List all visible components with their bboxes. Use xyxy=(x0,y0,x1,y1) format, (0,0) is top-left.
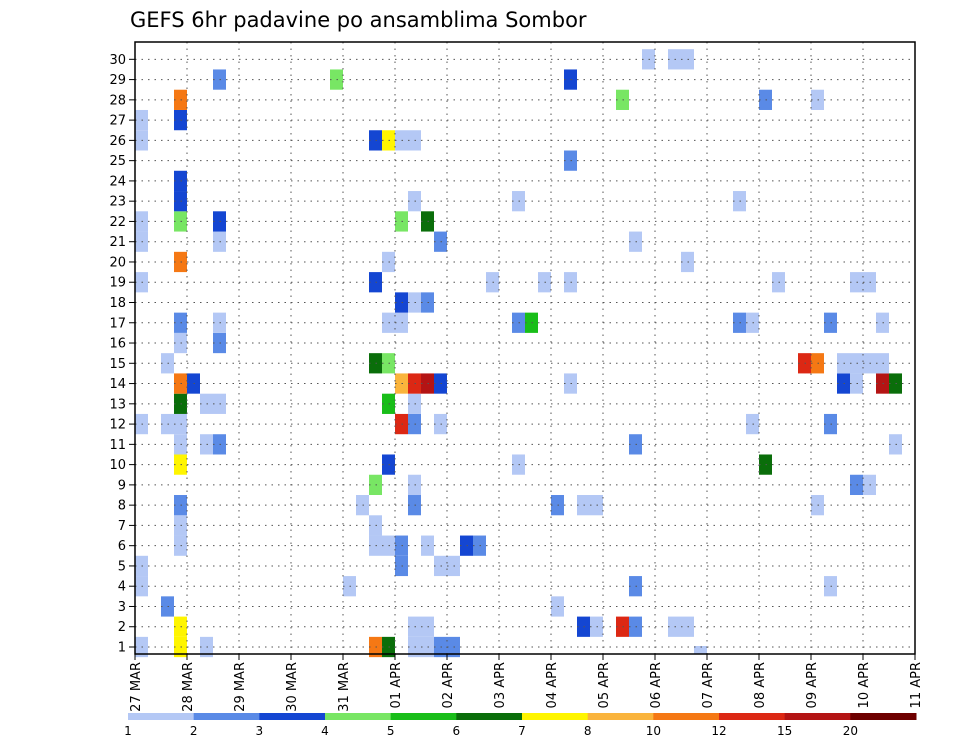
y-axis-ticks: 1234567891011121314151617181920212223242… xyxy=(109,53,135,656)
y-tick-label: 3 xyxy=(118,600,126,615)
x-tick-label: 04 APR xyxy=(545,662,560,708)
legend-swatch xyxy=(390,713,457,720)
y-tick-label: 17 xyxy=(109,316,126,331)
y-tick-label: 19 xyxy=(109,276,126,291)
heatmap-cell xyxy=(694,646,707,654)
x-tick-label: 28 MAR xyxy=(181,662,196,712)
legend-swatch xyxy=(653,713,720,720)
x-tick-label: 08 APR xyxy=(753,662,768,708)
y-tick-label: 27 xyxy=(109,114,126,129)
legend-label: 6 xyxy=(453,724,461,738)
legend-label: 12 xyxy=(711,724,726,738)
chart-title: GEFS 6hr padavine po ansamblima Sombor xyxy=(130,8,587,32)
legend-swatch xyxy=(719,713,786,720)
x-tick-label: 07 APR xyxy=(701,662,716,708)
x-tick-label: 10 APR xyxy=(857,662,872,708)
legend-swatch xyxy=(325,713,392,720)
x-axis-ticks: 27 MAR 28 MAR 29 MAR 30 MAR 31 MAR 01 APR 02 A… xyxy=(129,654,924,712)
y-tick-label: 21 xyxy=(109,235,126,250)
y-tick-label: 23 xyxy=(109,195,126,210)
legend-label: 2 xyxy=(190,724,198,738)
legend-swatch xyxy=(522,713,589,720)
y-tick-label: 10 xyxy=(109,458,126,473)
color-legend: 1 2 3 4 5 6 7 8 10 12 15 20 xyxy=(124,713,917,738)
legend-label: 3 xyxy=(256,724,264,738)
y-tick-label: 22 xyxy=(109,215,126,230)
legend-swatch xyxy=(259,713,326,720)
y-tick-label: 2 xyxy=(118,620,126,635)
y-tick-label: 14 xyxy=(109,377,126,392)
y-tick-label: 26 xyxy=(109,134,126,149)
y-tick-label: 12 xyxy=(109,418,126,433)
plot-frame xyxy=(134,41,916,655)
y-tick-label: 20 xyxy=(109,255,126,270)
y-tick-label: 28 xyxy=(109,93,126,108)
y-tick-label: 25 xyxy=(109,154,126,169)
y-tick-label: 7 xyxy=(118,519,126,534)
legend-label: 4 xyxy=(321,724,329,738)
y-tick-label: 6 xyxy=(118,539,126,554)
y-tick-label: 16 xyxy=(109,337,126,352)
x-tick-label: 27 MAR xyxy=(129,662,144,712)
legend-swatch xyxy=(587,713,654,720)
grid-lines xyxy=(135,42,915,654)
y-tick-label: 13 xyxy=(109,397,126,412)
y-tick-label: 9 xyxy=(118,478,126,493)
legend-label: 5 xyxy=(387,724,395,738)
heatmap-cells xyxy=(135,49,902,658)
legend-label: 15 xyxy=(777,724,792,738)
x-tick-label: 31 MAR xyxy=(337,662,352,712)
legend-swatch xyxy=(456,713,523,720)
x-tick-label: 03 APR xyxy=(493,662,508,708)
x-tick-label: 01 APR xyxy=(389,662,404,708)
x-tick-label: 29 MAR xyxy=(233,662,248,712)
legend-swatch xyxy=(128,713,195,720)
x-tick-label: 02 APR xyxy=(441,662,456,708)
y-tick-label: 8 xyxy=(118,499,126,514)
y-tick-label: 29 xyxy=(109,73,126,88)
legend-swatch xyxy=(193,713,260,720)
y-tick-label: 11 xyxy=(109,438,126,453)
x-tick-label: 06 APR xyxy=(649,662,664,708)
legend-label: 1 xyxy=(124,724,132,738)
x-tick-label: 09 APR xyxy=(805,662,820,708)
x-tick-label: 05 APR xyxy=(597,662,612,708)
legend-swatch xyxy=(850,713,917,720)
y-tick-label: 4 xyxy=(118,580,126,595)
y-tick-label: 30 xyxy=(109,53,126,68)
y-tick-label: 24 xyxy=(109,174,126,189)
legend-label: 7 xyxy=(518,724,526,738)
legend-label: 20 xyxy=(843,724,858,738)
y-tick-label: 18 xyxy=(109,296,126,311)
legend-label: 8 xyxy=(584,724,592,738)
y-tick-label: 1 xyxy=(118,641,126,656)
x-tick-label: 11 APR xyxy=(909,662,924,708)
legend-label: 10 xyxy=(646,724,661,738)
y-tick-label: 15 xyxy=(109,357,126,372)
y-tick-label: 5 xyxy=(118,559,126,574)
legend-swatch xyxy=(784,713,851,720)
x-tick-label: 30 MAR xyxy=(285,662,300,712)
